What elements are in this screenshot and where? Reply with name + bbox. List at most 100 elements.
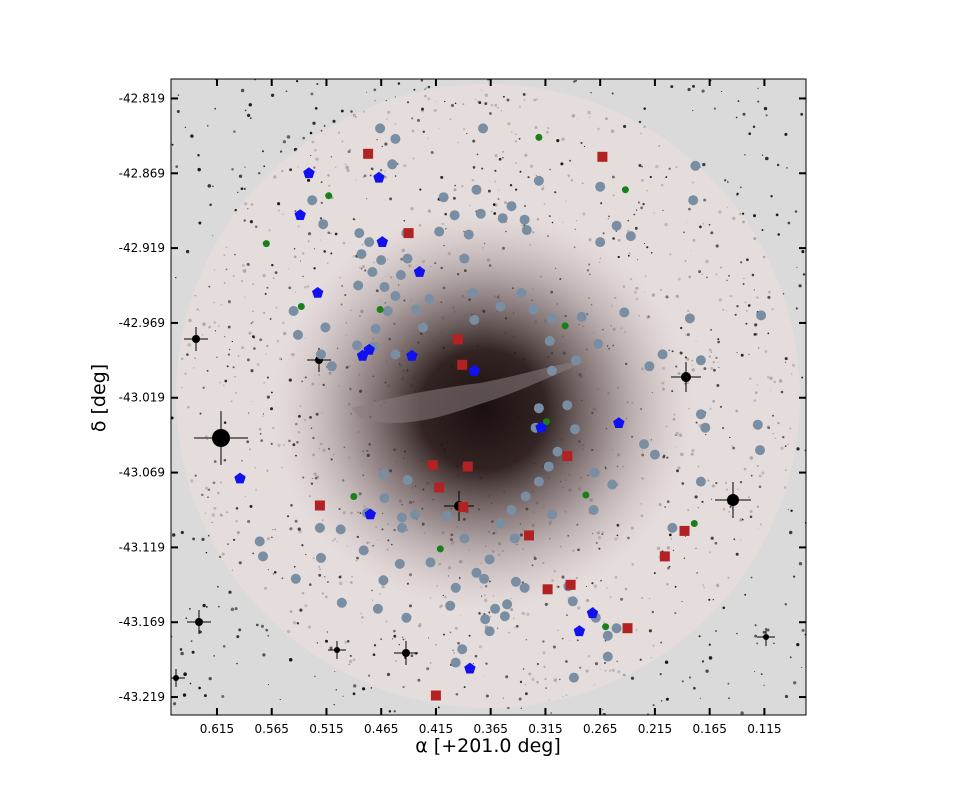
background-star — [186, 353, 189, 356]
y-axis: -42.819 -42.869 -42.919 -42.969 -43.019 -43.0… — [119, 91, 806, 704]
background-star — [717, 340, 720, 344]
background-star — [735, 552, 739, 556]
background-star — [346, 640, 350, 643]
background-star — [472, 139, 476, 143]
background-star — [672, 549, 675, 552]
background-star — [198, 630, 202, 634]
background-star — [627, 254, 630, 257]
bright-star — [187, 610, 211, 634]
background-star — [380, 638, 383, 641]
background-star — [295, 79, 299, 83]
star-field-inner — [186, 92, 788, 701]
background-star — [302, 136, 306, 140]
background-star — [745, 322, 748, 325]
background-star — [207, 488, 211, 491]
scatter-point — [413, 266, 426, 277]
background-star — [182, 693, 187, 697]
scatter-point — [390, 291, 401, 301]
background-star — [301, 544, 304, 547]
background-star — [506, 98, 510, 102]
background-star — [754, 323, 758, 327]
background-star — [185, 617, 188, 620]
scatter-point — [376, 255, 387, 266]
background-star — [222, 644, 226, 648]
scatter-point — [468, 364, 480, 376]
scatter-point — [427, 460, 438, 471]
x-tick-label: 0.115 — [747, 722, 781, 736]
background-star — [261, 150, 265, 153]
background-star — [363, 174, 367, 178]
background-star — [757, 87, 759, 89]
background-star — [721, 426, 725, 430]
background-star — [668, 565, 671, 568]
background-star — [710, 231, 714, 235]
background-star — [753, 670, 756, 672]
background-star — [716, 384, 720, 387]
scatter-point — [562, 400, 573, 411]
scatter-point — [516, 288, 527, 298]
background-star — [207, 184, 212, 188]
background-star — [237, 191, 239, 194]
scatter-point — [622, 623, 633, 634]
background-star — [374, 100, 376, 102]
scatter-point — [290, 573, 301, 584]
background-star — [753, 289, 755, 291]
background-star — [393, 634, 397, 638]
background-star — [294, 519, 298, 523]
background-star — [180, 651, 184, 656]
scatter-point — [401, 612, 412, 623]
background-star — [238, 628, 242, 632]
scatter-point — [367, 267, 378, 277]
background-star — [226, 365, 229, 368]
scatter-point — [307, 195, 318, 206]
background-star — [699, 697, 701, 699]
background-star — [286, 135, 291, 139]
bright-star — [328, 641, 346, 659]
scatter-point — [602, 630, 613, 641]
scatter-point — [335, 524, 346, 535]
background-star — [786, 167, 788, 169]
background-star — [559, 678, 561, 681]
background-star — [550, 712, 552, 714]
scatter-point — [595, 237, 606, 248]
background-star — [253, 336, 256, 339]
background-star — [600, 579, 602, 582]
background-star — [708, 643, 711, 646]
background-star — [733, 538, 736, 541]
scatter-point — [521, 225, 532, 236]
background-star — [285, 90, 288, 93]
background-star — [793, 575, 796, 578]
background-star — [202, 386, 205, 389]
bright-star — [671, 362, 701, 392]
background-star — [487, 189, 491, 193]
background-star — [683, 557, 686, 560]
background-star — [302, 275, 304, 278]
scatter-point — [602, 651, 613, 662]
scatter-point — [552, 446, 563, 457]
scatter-point — [695, 476, 706, 487]
background-star — [754, 624, 757, 627]
background-star — [544, 602, 548, 606]
x-axis: 0.615 0.565 0.515 0.465 0.415 0.365 0.315 0.265… — [200, 79, 782, 736]
scatter-point — [316, 552, 326, 563]
background-star — [740, 261, 743, 264]
scatter-point — [497, 213, 508, 224]
background-star — [323, 250, 327, 253]
background-star — [273, 570, 277, 574]
scatter-point — [528, 304, 539, 315]
background-star — [554, 191, 557, 194]
scatter-point — [475, 208, 486, 219]
background-star — [309, 131, 313, 135]
background-star — [653, 572, 656, 575]
background-star — [736, 632, 738, 635]
background-star — [637, 259, 639, 261]
scatter-point — [363, 148, 374, 159]
scatter-point — [394, 558, 405, 569]
background-star — [397, 82, 401, 85]
background-star — [602, 232, 605, 235]
background-star — [705, 669, 709, 673]
background-star — [782, 292, 785, 295]
background-star — [742, 518, 744, 521]
background-star — [727, 181, 729, 183]
background-star — [721, 90, 723, 93]
